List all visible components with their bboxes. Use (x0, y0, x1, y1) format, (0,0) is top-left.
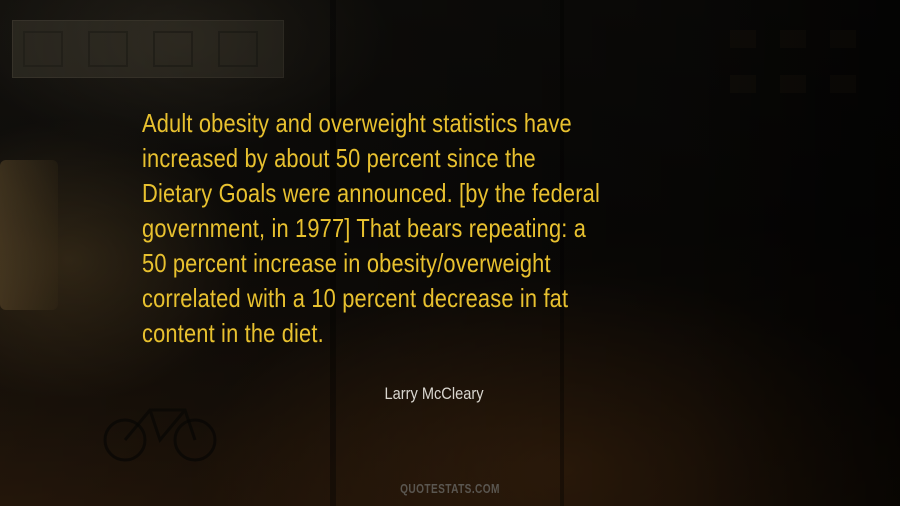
quote-author: Larry McCleary (384, 384, 484, 403)
quote-line: correlated with a 10 percent decrease in… (142, 283, 569, 313)
quote-line: content in the diet. (142, 318, 324, 348)
site-watermark: QUOTESTATS.COM (400, 481, 500, 496)
quote-line: increased by about 50 percent since the (142, 143, 536, 173)
quote-line: 50 percent increase in obesity/overweigh… (142, 248, 551, 278)
quote-text: Adult obesity and overweight statistics … (142, 106, 680, 351)
quote-line: Adult obesity and overweight statistics … (142, 108, 572, 138)
quote-line: Dietary Goals were announced. [by the fe… (142, 178, 600, 208)
quote-line: government, in 1977] That bears repeatin… (142, 213, 587, 243)
